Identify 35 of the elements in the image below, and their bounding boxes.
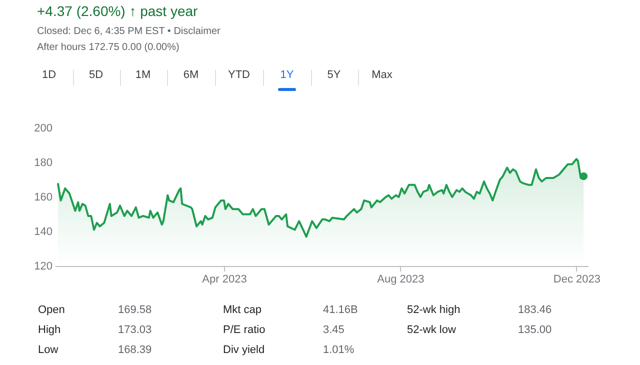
y-tick-label: 200: [34, 122, 52, 134]
y-tick-label: 140: [34, 226, 52, 238]
text: High: [38, 324, 61, 336]
text: Low: [38, 344, 58, 356]
text: 183.46: [518, 304, 552, 316]
text: 52-wk low: [407, 324, 456, 336]
chart-subtitle: Closed: Dec 6, 4:35 PM EST • Disclaimer: [37, 26, 220, 37]
text: 5Y: [327, 69, 341, 81]
text: P/E ratio: [223, 324, 266, 336]
text: 1Y: [280, 69, 294, 81]
text: Mkt cap: [223, 304, 262, 316]
y-tick-label: 180: [34, 157, 52, 169]
text: Max: [372, 69, 392, 81]
text: Div yield: [223, 344, 265, 356]
text: 52-wk high: [407, 304, 460, 316]
y-tick-label: 120: [34, 260, 52, 272]
text: 135.00: [518, 324, 552, 336]
text: 1D: [42, 69, 56, 81]
text: 5D: [88, 69, 104, 81]
text: 169.58: [118, 304, 152, 316]
y-tick-label: 160: [34, 192, 52, 204]
text: After hours 172.75 0.00 (0.00%): [37, 42, 180, 53]
text: Open: [38, 304, 65, 316]
text: 173.03: [118, 324, 152, 336]
chart-title: +4.37 (2.60%) ↑ past year: [37, 3, 198, 19]
text: 41.16B: [323, 304, 358, 316]
text: YTD: [228, 69, 250, 81]
text: 3.45: [323, 324, 344, 336]
x-tick-label: Aug 2023: [377, 274, 424, 286]
text: 168.39: [118, 344, 152, 356]
text: 1M: [135, 69, 151, 81]
x-tick-label: Apr 2023: [202, 274, 247, 286]
x-tick-label: Dec 2023: [553, 274, 600, 286]
text: 6M: [183, 69, 199, 81]
text: 1.01%: [323, 344, 354, 356]
